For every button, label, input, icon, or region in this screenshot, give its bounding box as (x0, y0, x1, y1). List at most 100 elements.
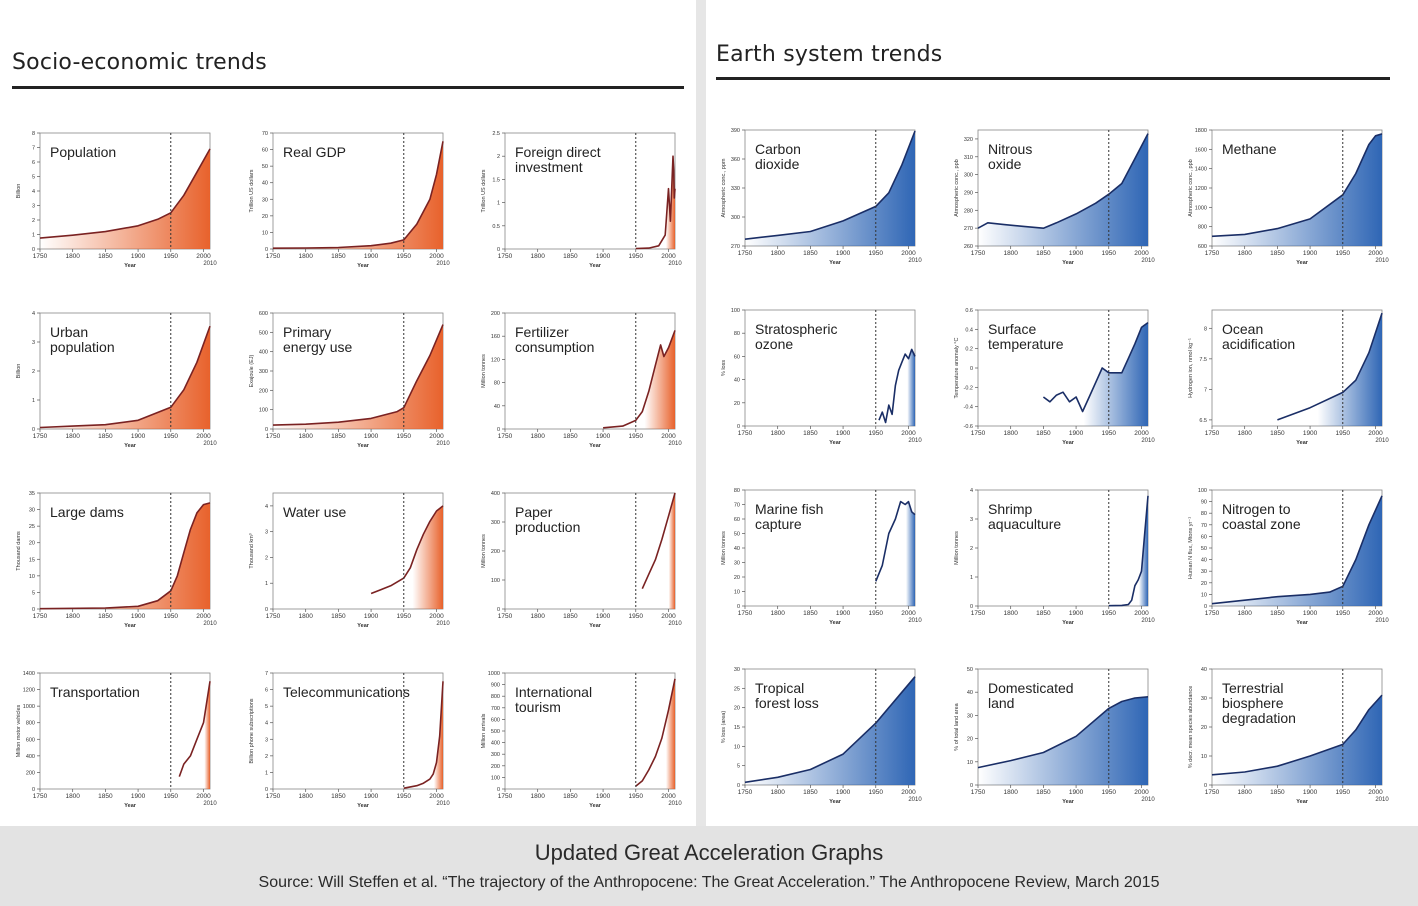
x-tick-label: 1900 (131, 613, 146, 620)
x-tick-label: 1950 (1102, 250, 1117, 257)
x-tick-label: 2000 (429, 793, 444, 800)
y-tick-label: 0.4 (965, 327, 973, 333)
x-tick-label: 1850 (98, 253, 113, 260)
x-end-tick-label: 2010 (908, 618, 922, 624)
x-tick-label: 1800 (65, 793, 80, 800)
y-tick-label: 1000 (488, 671, 500, 677)
chart-title: Primary (283, 324, 331, 340)
y-tick-label: 20 (1201, 581, 1207, 587)
x-tick-label: 1900 (1303, 610, 1318, 617)
y-tick-label: 0 (32, 247, 35, 253)
x-tick-label: 1850 (1270, 250, 1285, 257)
x-tick-label: 1800 (1003, 430, 1018, 437)
x-tick-label: 2000 (1134, 610, 1149, 617)
x-end-tick-label: 2010 (1375, 797, 1389, 803)
x-tick-label: 1800 (1237, 250, 1252, 257)
x-tick-label: 1850 (803, 789, 818, 796)
y-tick-label: 0 (497, 787, 500, 793)
chart-title: Marine fish (755, 501, 823, 517)
series-area (40, 148, 210, 249)
x-tick-label: 2000 (1368, 430, 1383, 437)
y-axis-label: Million tonnes (481, 534, 487, 568)
y-tick-label: 270 (731, 244, 740, 250)
chart-title: consumption (515, 339, 594, 355)
y-axis-label: Million tonnes (954, 531, 960, 565)
series-line (977, 696, 1149, 769)
y-tick-label: 2.5 (492, 131, 500, 137)
y-tick-label: 4 (32, 311, 35, 317)
x-tick-label: 1750 (738, 250, 753, 257)
series-area (1277, 313, 1382, 426)
x-axis-label: Year (829, 260, 841, 266)
x-axis-label: Year (357, 623, 369, 629)
x-tick-label: 1900 (1303, 789, 1318, 796)
y-tick-label: 6 (32, 160, 35, 166)
chart-methane: Methane 600 800 1000 1200 1400 1600 1800 Atmosph… (1188, 128, 1389, 266)
series-area (635, 156, 675, 249)
x-axis-label: Year (829, 799, 841, 805)
x-axis-label: Year (829, 620, 841, 626)
y-tick-label: 400 (491, 491, 500, 497)
x-tick-label: 1950 (869, 250, 884, 257)
x-tick-label: 2000 (661, 793, 676, 800)
x-tick-label: 2000 (196, 793, 211, 800)
x-tick-label: 1800 (1003, 789, 1018, 796)
y-tick-label: 3 (265, 737, 268, 743)
y-tick-label: 320 (964, 137, 973, 143)
chart-transportation: Transportation 0 200 400 600 800 1000 1200 1400 M… (16, 671, 217, 809)
y-tick-label: 400 (259, 350, 268, 356)
series-area (40, 502, 210, 609)
x-tick-label: 1800 (1237, 610, 1252, 617)
x-tick-label: 2000 (429, 613, 444, 620)
x-tick-label: 2000 (901, 789, 916, 796)
chart-title: Methane (1222, 141, 1277, 157)
y-axis-label: Trillion US dollars (249, 169, 255, 212)
y-tick-label: -0.2 (964, 385, 973, 391)
y-tick-label: 25 (29, 524, 35, 530)
x-tick-label: 1750 (1205, 250, 1220, 257)
series-line (39, 502, 211, 610)
x-tick-label: 1750 (738, 430, 753, 437)
y-tick-label: 3 (265, 530, 268, 536)
x-axis-label: Year (1062, 799, 1074, 805)
y-tick-label: 360 (731, 157, 740, 163)
x-tick-label: 1950 (629, 253, 644, 260)
series-line (1042, 321, 1149, 413)
x-end-tick-label: 2010 (1141, 797, 1155, 803)
x-tick-label: 1850 (563, 433, 578, 440)
x-tick-label: 1900 (1069, 789, 1084, 796)
x-end-tick-label: 2010 (436, 801, 450, 807)
x-axis-label: Year (357, 443, 369, 449)
chart-title: Shrimp (988, 501, 1033, 517)
x-tick-label: 1800 (298, 253, 313, 260)
y-tick-label: 2 (970, 546, 973, 552)
series-area (978, 696, 1148, 785)
chart-title: Carbon (755, 141, 801, 157)
chart-title: capture (755, 516, 802, 532)
series-line (39, 325, 211, 429)
x-tick-label: 1750 (971, 610, 986, 617)
socio-economic-panel: Socio-economic trends (0, 0, 696, 826)
y-tick-label: 0 (737, 424, 740, 430)
x-end-tick-label: 2010 (668, 261, 682, 267)
series-line (744, 130, 916, 240)
y-tick-label: 10 (734, 744, 740, 750)
chart-title: dioxide (755, 156, 800, 172)
y-axis-label: Hydrogen ion, nmol kg⁻¹ (1188, 338, 1194, 398)
chart-title: International (515, 684, 592, 700)
x-tick-label: 1900 (836, 789, 851, 796)
x-tick-label: 1800 (1003, 250, 1018, 257)
y-tick-label: 900 (491, 683, 500, 689)
chart-title: energy use (283, 339, 352, 355)
x-tick-label: 1750 (266, 613, 281, 620)
x-end-tick-label: 2010 (203, 801, 217, 807)
series-line (370, 505, 444, 595)
x-tick-label: 1950 (397, 433, 412, 440)
x-tick-label: 1950 (1102, 430, 1117, 437)
y-tick-label: 0.5 (492, 224, 500, 230)
y-tick-label: 30 (262, 197, 268, 203)
y-tick-label: 30 (734, 561, 740, 567)
x-end-tick-label: 2010 (1375, 618, 1389, 624)
x-tick-label: 2000 (1368, 250, 1383, 257)
